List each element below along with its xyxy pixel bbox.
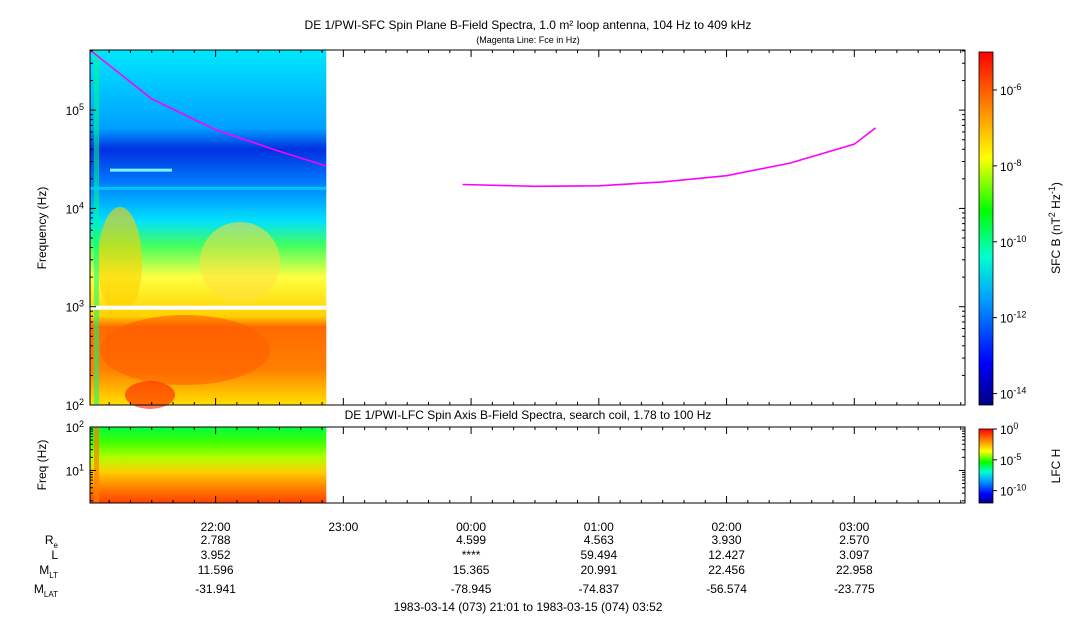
- ephemeris-value: 12.427: [708, 548, 745, 562]
- time-tick-label: 22:00: [201, 520, 231, 534]
- ephemeris-value: ****: [462, 548, 481, 562]
- lfc-colorbar-tick-label: 10-10: [1000, 483, 1026, 499]
- lfc-spectrum-fill: [90, 427, 327, 503]
- ephemeris-table: Re 2.788 4.599 4.563 3.930 2.570 L 3.952 **** 59.…: [34, 533, 875, 599]
- ephemeris-value: 20.991: [580, 563, 617, 577]
- bottom-plot-frame: [89, 426, 966, 504]
- time-tick-label: 23:00: [328, 520, 358, 534]
- lfc-colorbar-label: LFC H: [1049, 449, 1063, 484]
- lfc-colorbar-tick-label: 100: [1000, 421, 1018, 437]
- ephemeris-value: 3.097: [839, 548, 869, 562]
- top-chart-title: DE 1/PWI-SFC Spin Plane B-Field Spectra,…: [304, 18, 752, 32]
- ephemeris-value: 2.570: [839, 533, 869, 547]
- ephemeris-value: -56.574: [706, 582, 747, 596]
- top-chart-subtitle: (Magenta Line: Fce in Hz): [476, 35, 580, 45]
- ephemeris-value: -74.837: [578, 582, 619, 596]
- ephemeris-value: 59.494: [580, 548, 617, 562]
- lfc-emission-stripe: [94, 427, 99, 503]
- ephemeris-value: -23.775: [834, 582, 875, 596]
- sfc-emission-stripe: [94, 50, 99, 405]
- sfc-colorbar-tick-label: 10-14: [1000, 386, 1026, 402]
- time-range-footer: 1983-03-14 (073) 21:01 to 1983-03-15 (07…: [393, 600, 663, 614]
- sfc-emission-blob: [125, 381, 175, 409]
- ephemeris-value: 3.930: [712, 533, 742, 547]
- colorbars: 10-6 10-8 10-10 10-12 10-14 SFC B (nT2 Hz-1) 1…: [978, 51, 1063, 504]
- ephemeris-value: 3.952: [201, 548, 231, 562]
- ephemeris-value: 22.456: [708, 563, 745, 577]
- top-y-tick-label: 104: [66, 200, 84, 216]
- top-y-tick-label: 105: [66, 102, 84, 118]
- bottom-y-axis-label: Freq (Hz): [35, 440, 49, 491]
- bottom-chart-title: DE 1/PWI-LFC Spin Axis B-Field Spectra, …: [344, 408, 712, 422]
- fce-line: [462, 127, 877, 188]
- sfc-data-gap: [90, 305, 327, 310]
- fce-line: [89, 49, 327, 167]
- ephemeris-value: 4.563: [584, 533, 614, 547]
- sfc-colorbar-tick-label: 10-10: [1000, 234, 1026, 250]
- time-tick-label: 00:00: [456, 520, 486, 534]
- top-y-tick-label: 103: [66, 299, 84, 315]
- axes: 102 103 104 105 Frequency (Hz) 101 102 Freq (Hz…: [35, 49, 966, 534]
- top-plot-frame: [89, 49, 966, 406]
- ephemeris-value: 2.788: [201, 533, 231, 547]
- ephemeris-row-label: MLAT: [34, 582, 58, 599]
- sfc-colorbar-tick-label: 10-8: [1000, 158, 1021, 174]
- ephemeris-value: -78.945: [451, 582, 492, 596]
- sfc-colorbar: [978, 51, 994, 406]
- top-y-axis-label: Frequency (Hz): [35, 187, 49, 270]
- sfc-colorbar-tick-label: 10-6: [1000, 82, 1021, 98]
- sfc-emission-blob: [100, 315, 270, 385]
- ephemeris-row-label: MLT: [39, 563, 58, 580]
- time-tick-label: 01:00: [584, 520, 614, 534]
- sfc-colorbar-label: SFC B (nT2 Hz-1): [1047, 182, 1063, 274]
- sfc-band: [90, 186, 327, 190]
- ephemeris-value: 22.958: [836, 563, 873, 577]
- ephemeris-value: 15.365: [453, 563, 490, 577]
- top-spectrogram: [89, 49, 877, 409]
- ephemeris-value: -31.941: [195, 582, 236, 596]
- bottom-spectrogram: [90, 427, 327, 503]
- sfc-colorbar-tick-label: 10-12: [1000, 310, 1026, 326]
- sfc-band: [110, 168, 172, 172]
- time-tick-label: 03:00: [839, 520, 869, 534]
- lfc-colorbar: [978, 428, 994, 504]
- lfc-colorbar-tick-label: 10-5: [1000, 452, 1021, 468]
- bottom-y-tick-label: 102: [66, 419, 84, 435]
- ephemeris-row-label: L: [51, 548, 58, 562]
- ephemeris-value: 4.599: [456, 533, 486, 547]
- ephemeris-row-label: Re: [45, 533, 59, 550]
- sfc-emission-blob: [98, 207, 142, 317]
- ephemeris-value: 11.596: [198, 563, 234, 577]
- time-tick-label: 02:00: [712, 520, 742, 534]
- top-y-tick-label: 102: [66, 397, 84, 413]
- bottom-y-tick-label: 101: [66, 462, 84, 478]
- sfc-emission-blob: [200, 222, 280, 302]
